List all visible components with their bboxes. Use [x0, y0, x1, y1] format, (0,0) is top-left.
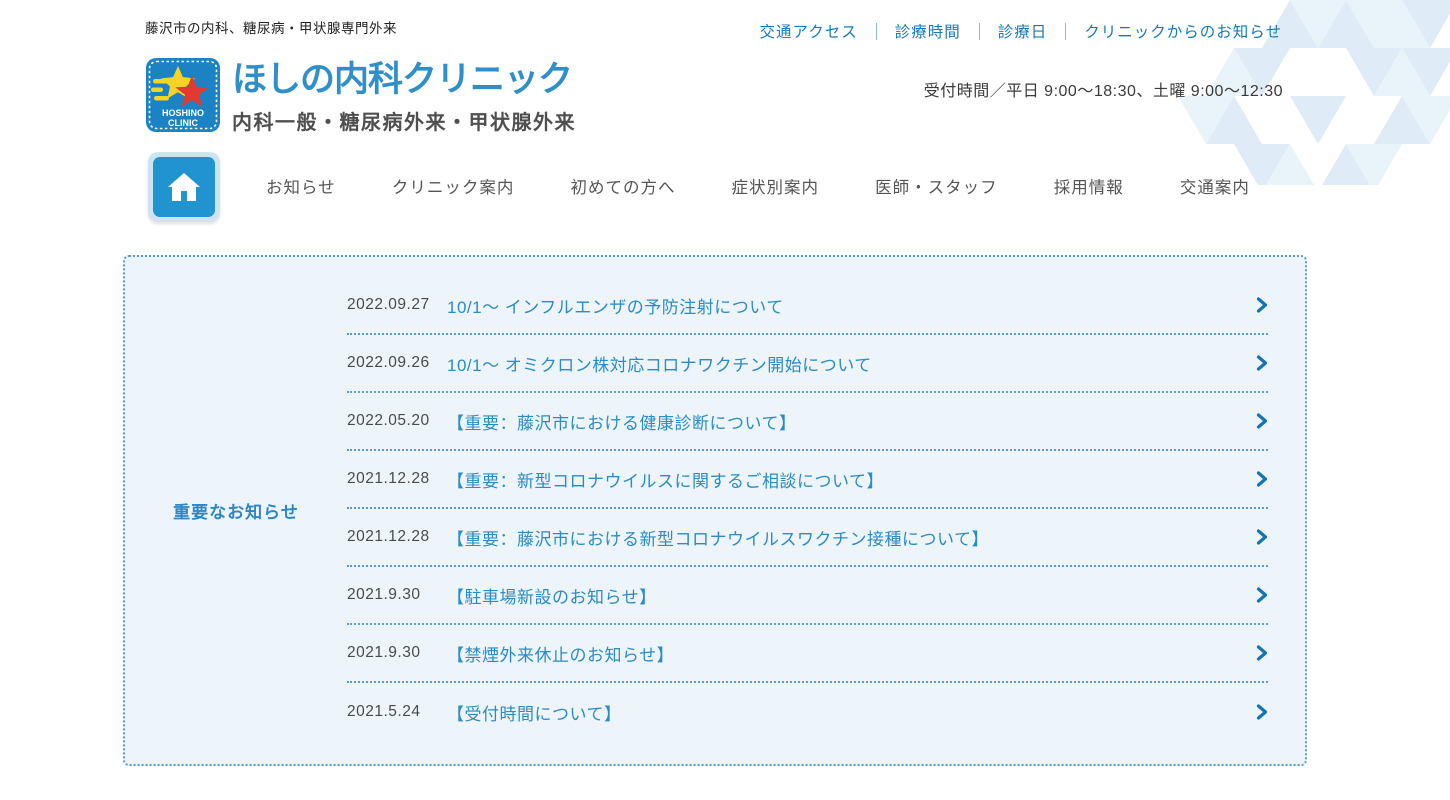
utility-link-news[interactable]: クリニックからのお知らせ [1084, 24, 1282, 41]
notice-link[interactable]: 10/1〜 オミクロン株対応コロナワクチン開始について [447, 355, 872, 375]
notice-list: 2022.09.27 10/1〜 インフルエンザの予防注射について 2022.0… [347, 257, 1305, 764]
notice-date: 2021.12.28 [347, 470, 430, 487]
notice-link[interactable]: 10/1〜 インフルエンザの予防注射について [447, 297, 784, 317]
chevron-right-icon [1256, 529, 1268, 545]
notice-date: 2022.05.20 [347, 412, 430, 429]
notice-row[interactable]: 2021.9.30 【駐車場新設のお知らせ】 [347, 567, 1268, 625]
chevron-right-icon [1256, 587, 1268, 603]
corner-triangle-pattern-decoration [1178, 0, 1450, 185]
site-tagline: 藤沢市の内科、糖尿病・甲状腺専門外来 [145, 21, 397, 36]
notice-label-column: 重要なお知らせ [125, 257, 347, 764]
nav-item-recruit[interactable]: 採用情報 [1053, 179, 1124, 197]
chevron-right-icon [1256, 645, 1268, 661]
notice-link[interactable]: 【重要：新型コロナウイルスに関するご相談について】 [447, 471, 884, 491]
site-subtitle: 内科一般・糖尿病外来・甲状腺外来 [232, 112, 576, 134]
notice-row[interactable]: 2021.12.28 【重要：新型コロナウイルスに関するご相談について】 [347, 451, 1268, 509]
notice-date: 2022.09.26 [347, 354, 430, 371]
notice-link[interactable]: 【禁煙外来休止のお知らせ】 [447, 645, 675, 665]
utility-nav: 交通アクセス 診療時間 診療日 クリニックからのお知らせ [760, 20, 1282, 42]
notice-row[interactable]: 2022.09.27 10/1〜 インフルエンザの予防注射について [347, 277, 1268, 335]
svg-text:HOSHINO: HOSHINO [162, 108, 204, 118]
chevron-right-icon [1256, 297, 1268, 313]
reception-hours: 受付時間／平日 9:00〜18:30、土曜 9:00〜12:30 [923, 83, 1283, 100]
nav-item-news[interactable]: お知らせ [266, 179, 336, 197]
brand-block: HOSHINO CLINIC ほしの内科クリニック 内科一般・糖尿病外来・甲状腺… [145, 57, 576, 135]
home-button-inner [153, 157, 215, 217]
notice-row[interactable]: 2021.5.24 【受付時間について】 [347, 683, 1268, 741]
notice-link[interactable]: 【重要：藤沢市における健康診断について】 [447, 413, 797, 433]
notice-date: 2022.09.27 [347, 296, 430, 313]
chevron-right-icon [1256, 704, 1268, 720]
chevron-right-icon [1256, 471, 1268, 487]
notice-row[interactable]: 2021.9.30 【禁煙外来休止のお知らせ】 [347, 625, 1268, 683]
notice-date: 2021.9.30 [347, 644, 421, 661]
notice-row[interactable]: 2022.09.26 10/1〜 オミクロン株対応コロナワクチン開始について [347, 335, 1268, 393]
utility-link-hours[interactable]: 診療時間 [894, 24, 961, 41]
notice-date: 2021.12.28 [347, 528, 430, 545]
chevron-right-icon [1256, 355, 1268, 371]
notice-date: 2021.9.30 [347, 586, 421, 603]
important-notices-panel: 重要なお知らせ 2022.09.27 10/1〜 インフルエンザの予防注射につい… [123, 255, 1307, 766]
clinic-logo-icon[interactable]: HOSHINO CLINIC [145, 57, 221, 133]
notice-link[interactable]: 【駐車場新設のお知らせ】 [447, 587, 657, 607]
nav-item-access[interactable]: 交通案内 [1179, 179, 1250, 197]
utility-divider [875, 22, 877, 40]
nav-item-first-visit[interactable]: 初めての方へ [570, 179, 676, 197]
home-icon [168, 173, 200, 201]
utility-divider [978, 22, 980, 40]
nav-item-symptoms[interactable]: 症状別案内 [731, 179, 820, 197]
nav-item-clinic-guide[interactable]: クリニック案内 [391, 179, 515, 197]
logo-red-star [175, 75, 209, 107]
section-title: 重要なお知らせ [173, 503, 299, 522]
utility-link-days[interactable]: 診療日 [997, 24, 1048, 41]
notice-row[interactable]: 2022.05.20 【重要：藤沢市における健康診断について】 [347, 393, 1268, 451]
home-button[interactable] [148, 152, 220, 222]
svg-text:CLINIC: CLINIC [168, 118, 198, 128]
notice-row[interactable]: 2021.12.28 【重要：藤沢市における新型コロナウイルスワクチン接種につい… [347, 509, 1268, 567]
chevron-right-icon [1256, 413, 1268, 429]
utility-divider [1065, 22, 1067, 40]
nav-item-doctors-staff[interactable]: 医師・スタッフ [875, 179, 998, 197]
notice-date: 2021.5.24 [347, 703, 421, 720]
notice-link[interactable]: 【受付時間について】 [447, 704, 622, 724]
brand-text: ほしの内科クリニック 内科一般・糖尿病外来・甲状腺外来 [232, 57, 576, 135]
notice-link[interactable]: 【重要：藤沢市における新型コロナウイルスワクチン接種について】 [447, 529, 989, 549]
site-title[interactable]: ほしの内科クリニック [232, 60, 573, 99]
main-nav: お知らせ クリニック案内 初めての方へ 症状別案内 医師・スタッフ 採用情報 交… [238, 150, 1278, 222]
utility-link-access[interactable]: 交通アクセス [759, 24, 858, 41]
